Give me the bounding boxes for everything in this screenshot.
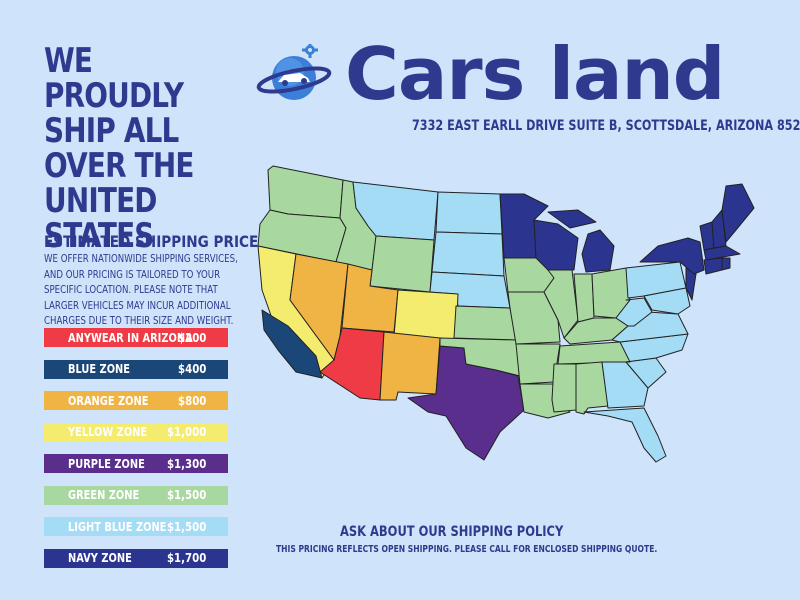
- zone-row: ANYWEAR IN ARIZONA $200: [44, 328, 228, 347]
- brand-name: Cars land: [345, 32, 725, 116]
- pricing-description: WE OFFER NATIONWIDE SHIPPING SERVICES, A…: [44, 253, 238, 327]
- zone-label: ANYWEAR IN ARIZONA: [68, 330, 193, 345]
- state-maine: [721, 183, 755, 243]
- zone-label: NAVY ZONE: [68, 551, 132, 565]
- pricing-title: ESTIMATED SHIPPING PRICES: [44, 232, 269, 251]
- state-indiana: [573, 273, 595, 323]
- state-west-virginia: [615, 297, 653, 327]
- state-illinois: [543, 269, 579, 339]
- zone-label: YELLOW ZONE: [68, 425, 148, 439]
- zone-price: $800: [177, 393, 206, 408]
- state-kansas: [453, 305, 517, 341]
- zone-label: GREEN ZONE: [68, 488, 140, 502]
- zone-price: $1,300: [166, 456, 206, 471]
- zone-row: BLUE ZONE $400: [44, 359, 228, 379]
- state-washington: [267, 165, 344, 219]
- state-michigan: [581, 229, 615, 273]
- state-florida: [583, 407, 667, 463]
- headline-line: WE PROUDLY: [44, 41, 184, 116]
- zone-label: PURPLE ZONE: [68, 456, 145, 471]
- zone-price: $1,500: [166, 488, 206, 502]
- state-wyoming: [369, 235, 435, 293]
- zone-price: $200: [177, 330, 206, 345]
- zone-label: ORANGE ZONE: [68, 393, 149, 408]
- zone-price: $400: [177, 362, 206, 376]
- state-rhode-island: [721, 257, 731, 271]
- state-connecticut: [703, 257, 723, 275]
- us-zone-map: [257, 165, 755, 463]
- state-south-dakota: [431, 231, 505, 277]
- zone-price: $1,000: [166, 425, 206, 439]
- zone-label: BLUE ZONE: [68, 362, 131, 376]
- zone-row: PURPLE ZONE $1,300: [44, 454, 228, 473]
- zone-price: $1,500: [166, 519, 206, 534]
- address: 7332 EAST EARLL DRIVE SUITE B, SCOTTSDAL…: [412, 118, 800, 134]
- policy-title: ASK ABOUT OUR SHIPPING POLICY: [340, 524, 564, 540]
- state-georgia: [601, 361, 649, 409]
- zone-label: LIGHT BLUE ZONE: [68, 519, 167, 534]
- headline-line: UNITED: [44, 181, 157, 221]
- state-new-york: [639, 237, 705, 275]
- headline: WE PROUDLY SHIP ALL OVER THE UNITED STAT…: [44, 44, 200, 254]
- headline-line: SHIP ALL: [44, 111, 179, 151]
- state-michigan-upper: [547, 209, 597, 229]
- zone-price: $1,700: [166, 551, 206, 565]
- state-massachusetts: [703, 245, 741, 261]
- headline-line: STATES: [44, 216, 154, 256]
- zone-row: LIGHT BLUE ZONE $1,500: [44, 517, 228, 536]
- policy-note: THIS PRICING REFLECTS OPEN SHIPPING. PLE…: [276, 544, 658, 555]
- car-planet-logo-icon: [256, 44, 332, 100]
- state-southern-california: [261, 309, 323, 379]
- zone-row: NAVY ZONE $1,700: [44, 548, 228, 568]
- zone-row: ORANGE ZONE $800: [44, 391, 228, 410]
- state-new-mexico: [379, 331, 441, 401]
- state-colorado: [393, 289, 459, 341]
- zone-row: GREEN ZONE $1,500: [44, 485, 228, 505]
- state-north-dakota: [435, 191, 503, 235]
- zone-row: YELLOW ZONE $1,000: [44, 422, 228, 442]
- state-maryland: [643, 287, 691, 315]
- state-mississippi: [551, 363, 577, 413]
- state-wisconsin: [533, 219, 579, 271]
- headline-line: OVER THE: [44, 146, 194, 186]
